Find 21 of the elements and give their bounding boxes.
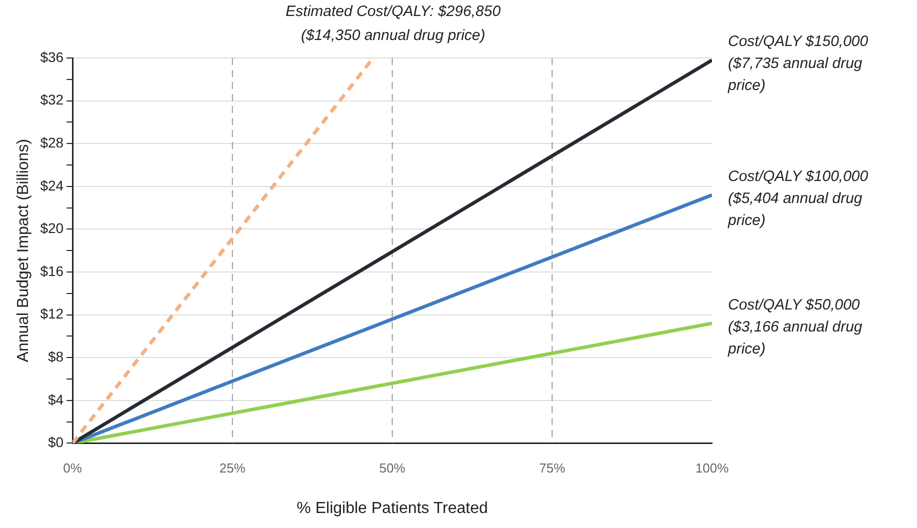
- x-axis-title: % Eligible Patients Treated: [296, 500, 488, 517]
- x-tick-label: 0%: [63, 460, 82, 476]
- y-tick-label: $36: [40, 48, 64, 65]
- y-tick-label: $24: [40, 177, 64, 194]
- y-tick-label: $28: [40, 134, 64, 150]
- y-tick-label: $4: [48, 391, 64, 408]
- x-tick-label: 50%: [379, 460, 406, 476]
- series-label: Cost/QALY $100,000 ($5,404 annual drug price): [727, 168, 869, 229]
- y-tick-label: $0: [48, 434, 64, 450]
- y-tick-label: $16: [40, 262, 64, 279]
- x-tick-label: 75%: [539, 460, 566, 476]
- y-axis-title: Annual Budget Impact (Billions): [15, 138, 32, 362]
- x-tick-label: 100%: [695, 460, 730, 476]
- series-label: Cost/QALY $150,000 ($7,735 annual drug price): [727, 33, 869, 94]
- x-tick-label: 25%: [219, 460, 246, 476]
- y-tick-label: $20: [40, 220, 64, 236]
- series-label: Cost/QALY $50,000 ($3,166 annual drug price): [727, 296, 863, 358]
- text: Estimated Cost/QALY: $296,850 ($14,350 annual drug price): [286, 3, 502, 44]
- y-tick-label: $12: [40, 306, 64, 322]
- y-tick-label: $32: [40, 92, 64, 108]
- y-tick-label: $8: [48, 348, 64, 364]
